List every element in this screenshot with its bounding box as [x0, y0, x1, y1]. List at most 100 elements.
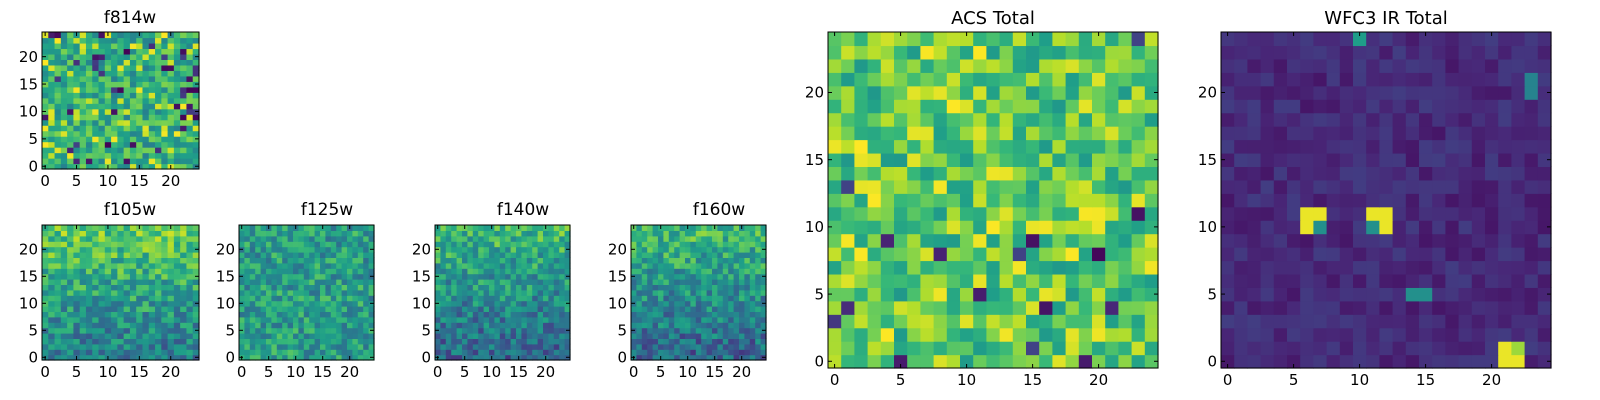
heatmap-cell [537, 306, 544, 312]
heatmap-cell [136, 295, 144, 302]
heatmap-cell [142, 262, 150, 269]
heatmap-cell [287, 257, 294, 264]
heatmap-cell [186, 306, 194, 312]
heatmap-cell [1313, 287, 1328, 302]
heatmap-cell [123, 284, 131, 291]
heatmap-cell [1537, 193, 1552, 208]
heatmap-cell [54, 235, 62, 242]
heatmap-cell [92, 333, 100, 339]
heatmap-cell [60, 163, 68, 170]
heatmap-cell [435, 230, 441, 237]
heatmap-cell [1405, 166, 1420, 181]
heatmap-cell [722, 225, 729, 231]
heatmap-cell [255, 262, 262, 269]
heatmap-cell [1392, 152, 1407, 167]
heatmap-cell [1432, 300, 1446, 315]
heatmap-cell [180, 48, 188, 55]
heatmap-cell [48, 92, 56, 99]
heatmap-cell [440, 289, 447, 296]
heatmap-cell [180, 235, 188, 242]
heatmap-cell [42, 268, 49, 275]
heatmap-cell [352, 252, 359, 258]
heatmap-cell [505, 230, 512, 237]
heatmap-cell [155, 70, 162, 77]
heatmap-cell [1537, 341, 1552, 356]
heatmap-cell [117, 125, 125, 132]
heatmap-cell [1118, 85, 1133, 100]
heatmap-cell [499, 279, 506, 285]
heatmap-cell [564, 349, 571, 356]
heatmap-cell [1012, 341, 1027, 356]
heatmap-cell [54, 147, 62, 154]
heatmap-cell [1537, 58, 1552, 73]
heatmap-cell [60, 327, 68, 334]
heatmap-cell [1078, 72, 1093, 87]
heatmap-cell [314, 295, 321, 302]
heatmap-cell [526, 338, 533, 345]
heatmap-cell [85, 268, 93, 275]
heatmap-cell [663, 252, 670, 258]
heatmap-cell [986, 314, 1001, 329]
heatmap-cell [1221, 287, 1235, 302]
heatmap-cell [1078, 314, 1093, 329]
heatmap-cell [180, 81, 188, 88]
heatmap-cell [98, 152, 106, 159]
heatmap-cell [478, 338, 485, 345]
heatmap-cell [472, 349, 479, 356]
heatmap-cell [255, 311, 262, 318]
heatmap-cell [1379, 193, 1394, 208]
heatmap-cell [79, 59, 87, 66]
heatmap-cell [239, 333, 245, 339]
heatmap-cell [706, 262, 713, 269]
heatmap-cell [456, 354, 463, 361]
heatmap-cell [867, 193, 882, 208]
heatmap-cell [117, 311, 125, 318]
heatmap-cell [1498, 327, 1512, 342]
heatmap-cell [1379, 273, 1394, 288]
heatmap-cell [325, 279, 332, 285]
heatmap-cell [298, 338, 305, 345]
heatmap-cell [1260, 341, 1275, 356]
heatmap-cell [117, 230, 125, 237]
heatmap-cell [537, 273, 544, 280]
heatmap-cell [192, 130, 200, 137]
heatmap-cell [920, 166, 935, 181]
heatmap-cell [999, 247, 1014, 262]
heatmap-cell [451, 289, 458, 296]
heatmap-cell [136, 108, 144, 115]
heatmap-cell [695, 246, 702, 253]
heatmap-cell [1432, 206, 1446, 221]
heatmap-cell [1234, 300, 1248, 315]
heatmap-cell [173, 59, 181, 66]
heatmap-cell [1078, 206, 1093, 221]
heatmap-cell [148, 338, 156, 345]
heatmap-cell [1445, 72, 1460, 87]
heatmap-cell [42, 59, 49, 66]
heatmap-cell [462, 241, 468, 248]
heatmap-cell [1105, 99, 1119, 114]
heatmap-cell [1379, 260, 1394, 275]
heatmap-cell [537, 333, 544, 339]
heatmap-cell [1471, 112, 1486, 127]
heatmap-cell [48, 225, 56, 231]
heatmap-cell [1065, 354, 1080, 369]
heatmap-cell [516, 327, 522, 334]
heatmap-cell [142, 273, 150, 280]
heatmap-cell [1471, 179, 1486, 194]
heatmap-cell [161, 316, 169, 323]
heatmap-cell [1419, 72, 1433, 87]
heatmap-cell [445, 252, 452, 258]
heatmap-cell [1511, 193, 1526, 208]
heatmap-cell [104, 327, 112, 334]
heatmap-cell [117, 273, 125, 280]
heatmap-cell [293, 295, 299, 302]
heatmap-cell [173, 322, 181, 329]
heatmap-cell [1065, 273, 1080, 288]
heatmap-cell [1498, 45, 1512, 60]
heatmap-cell [973, 287, 987, 302]
heatmap-cell [79, 152, 87, 159]
heatmap-cell [559, 316, 566, 323]
heatmap-cell [483, 338, 490, 345]
heatmap-cell [244, 322, 251, 329]
heatmap-cell [1012, 179, 1027, 194]
